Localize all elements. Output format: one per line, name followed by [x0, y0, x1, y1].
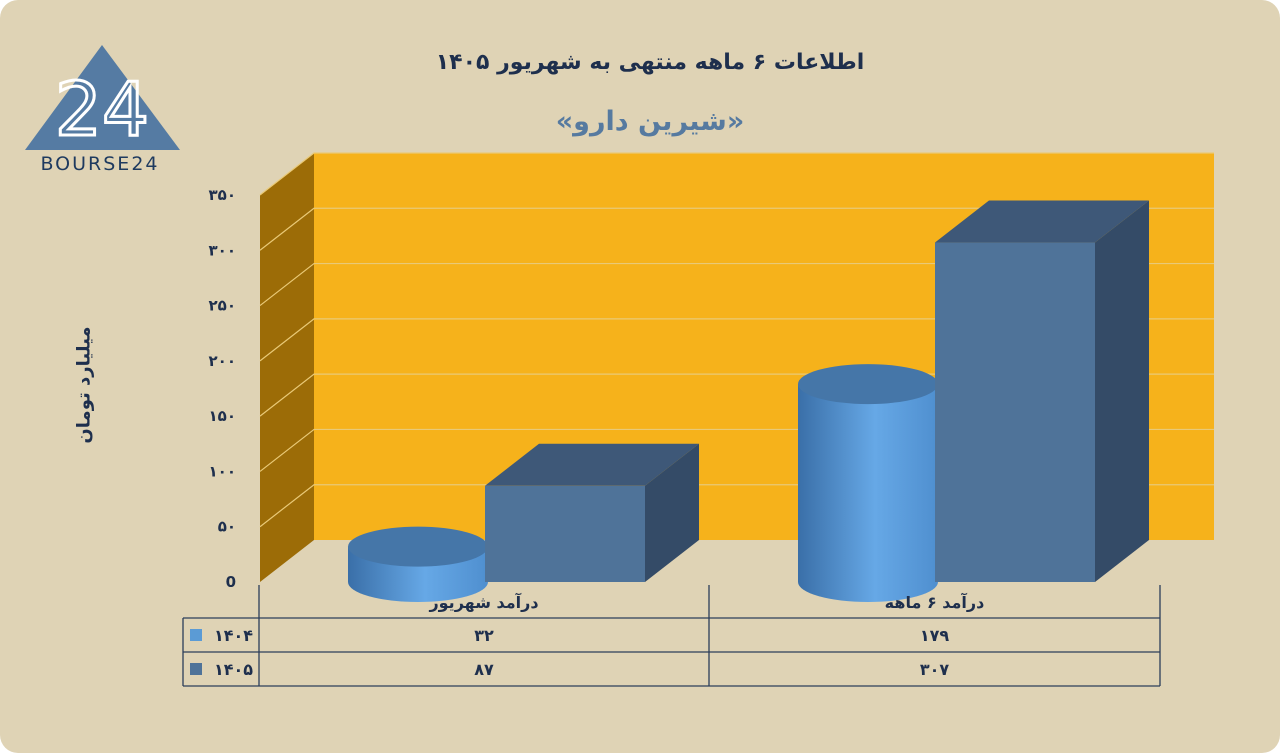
logo-mark: 24	[55, 67, 149, 153]
bar-1405-side	[1095, 200, 1149, 582]
chart-subtitle: «شیرین دارو»	[555, 106, 745, 137]
data-label: ۳۲	[474, 626, 494, 645]
chart-title: اطلاعات ۶ ماهه منتهی به شهریور ۱۴۰۵	[435, 50, 865, 75]
y-tick-label: ۲۰۰	[209, 352, 236, 370]
y-tick-label: ۳۵۰	[209, 186, 236, 204]
gridline	[259, 152, 1214, 196]
side-wall	[260, 153, 314, 582]
logo-text: BOURSE24	[40, 153, 160, 175]
legend-label: ۱۴۰۴	[214, 626, 253, 645]
y-tick-label: ۵۰	[218, 518, 236, 536]
data-label: ۱۷۹	[920, 626, 950, 645]
legend-swatch-۱۴۰۵	[190, 663, 202, 675]
data-label: ۸۷	[474, 660, 494, 679]
legend-label: ۱۴۰۵	[214, 660, 253, 679]
bar-1404-top	[798, 364, 938, 405]
bar-1405-top	[485, 443, 699, 486]
bar-1405-top	[935, 200, 1149, 243]
table-category-label: درآمد ۶ ماهه	[885, 592, 985, 612]
gridline	[259, 318, 1214, 362]
y-tick-label: ۱۰۰	[209, 462, 236, 480]
data-label: ۳۰۷	[920, 660, 950, 679]
y-tick-label: ۲۵۰	[209, 297, 236, 315]
gridline	[259, 262, 1214, 307]
bar-1405	[485, 485, 645, 582]
y-tick-label: ۳۰۰	[209, 241, 236, 259]
gridline	[259, 207, 1214, 251]
bar-1405	[935, 242, 1095, 582]
legend-swatch-۱۴۰۴	[190, 629, 202, 641]
bourse24-logo-icon: 24	[25, 45, 180, 155]
bar-1405-side	[645, 443, 699, 582]
y-tick-label: ۱۵۰	[209, 407, 236, 425]
table-category-label: درآمد شهریور	[428, 592, 538, 612]
bar-1404	[798, 384, 938, 602]
y-tick-label: 0	[226, 573, 236, 591]
bar-1404-top	[348, 526, 488, 567]
